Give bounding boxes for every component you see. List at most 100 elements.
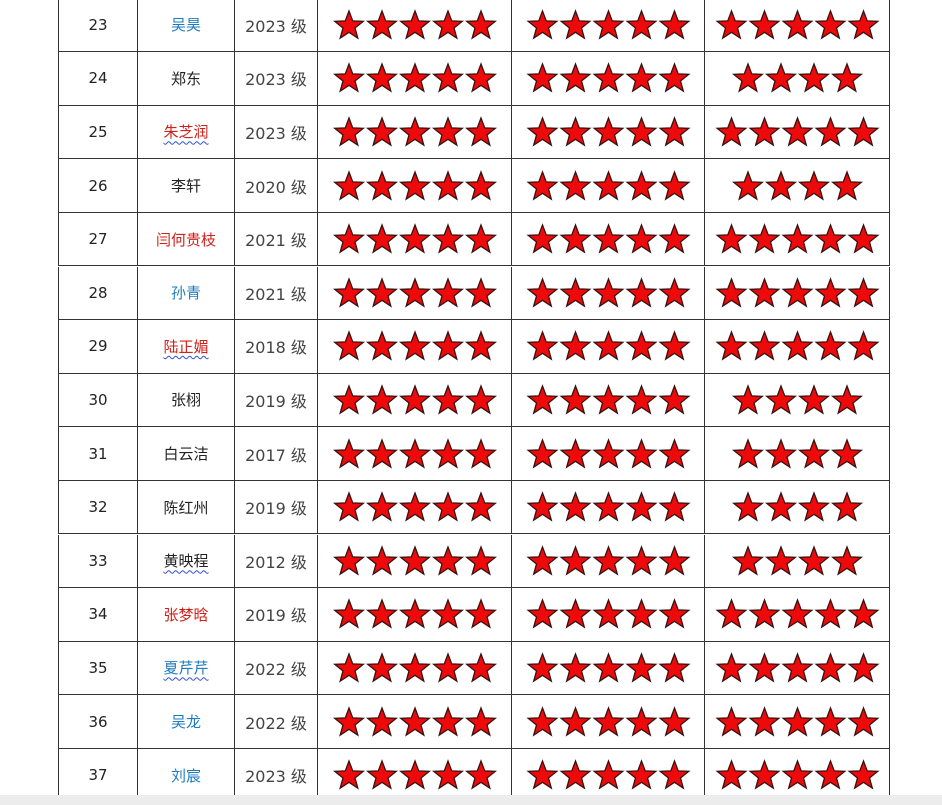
star xyxy=(846,330,880,362)
star xyxy=(558,169,592,201)
star xyxy=(764,437,797,469)
star xyxy=(525,223,559,254)
star xyxy=(797,491,830,522)
star xyxy=(797,62,830,94)
rating-cell xyxy=(705,212,890,267)
rating-cell xyxy=(705,320,890,374)
star xyxy=(365,8,398,40)
star-rating xyxy=(332,62,497,94)
rating-cell xyxy=(705,534,890,589)
star xyxy=(830,437,863,469)
star xyxy=(591,491,625,522)
star xyxy=(365,62,398,94)
star xyxy=(525,116,559,147)
star xyxy=(591,705,625,737)
star-rating xyxy=(731,491,863,522)
star xyxy=(332,437,365,469)
star-rating xyxy=(525,437,691,469)
star xyxy=(398,759,431,790)
grade-text: 2023 级 xyxy=(245,123,307,143)
star xyxy=(764,62,797,94)
student-name: 孙青 xyxy=(170,284,201,303)
rating-cell xyxy=(318,641,512,696)
star xyxy=(764,544,797,576)
star xyxy=(624,8,658,40)
star xyxy=(431,544,464,576)
star xyxy=(780,598,814,630)
star xyxy=(624,223,658,254)
star xyxy=(591,8,625,40)
star xyxy=(747,598,781,630)
star xyxy=(657,491,691,522)
star-rating xyxy=(332,116,497,147)
star-rating xyxy=(714,116,880,147)
star xyxy=(764,169,797,201)
rating-cell xyxy=(705,695,890,749)
star xyxy=(846,276,880,308)
star xyxy=(464,705,497,737)
star-rating xyxy=(714,8,880,40)
star xyxy=(464,276,497,308)
star xyxy=(332,384,365,415)
row-number: 27 xyxy=(58,212,138,267)
star-rating xyxy=(525,491,691,522)
star xyxy=(830,544,863,576)
star-rating xyxy=(525,8,691,40)
star xyxy=(624,384,658,415)
star-rating xyxy=(332,652,497,683)
star-rating xyxy=(332,384,497,415)
rating-cell xyxy=(705,0,890,53)
star xyxy=(431,759,464,790)
star xyxy=(780,276,814,308)
rating-cell xyxy=(512,534,705,589)
rating-cell xyxy=(318,320,512,374)
star xyxy=(731,491,764,522)
star xyxy=(525,652,559,683)
star xyxy=(332,8,365,40)
rating-cell xyxy=(512,641,705,696)
student-name: 闫何贵枝 xyxy=(155,230,216,249)
star xyxy=(365,491,398,522)
grade-text: 2021 级 xyxy=(245,231,307,251)
star xyxy=(657,62,691,94)
star xyxy=(431,491,464,522)
star xyxy=(398,116,431,147)
star xyxy=(591,544,625,576)
star xyxy=(813,276,847,308)
star xyxy=(332,62,365,94)
star xyxy=(714,759,748,790)
star xyxy=(624,544,658,576)
star xyxy=(813,652,847,683)
star xyxy=(558,223,592,254)
rating-cell xyxy=(318,105,512,160)
star-rating xyxy=(332,759,497,790)
grade-cell: 2018 级 xyxy=(235,320,318,374)
row-number: 33 xyxy=(58,534,138,589)
row-number-text: 34 xyxy=(88,605,108,624)
rating-cell xyxy=(705,480,890,535)
star xyxy=(657,437,691,469)
star xyxy=(332,491,365,522)
star xyxy=(365,437,398,469)
rating-cell xyxy=(512,52,705,106)
star xyxy=(731,384,764,415)
star xyxy=(398,384,431,415)
name-cell: 夏芹芹 xyxy=(138,641,235,696)
star xyxy=(558,437,592,469)
star xyxy=(624,330,658,362)
star xyxy=(525,437,559,469)
star xyxy=(558,8,592,40)
grade-text: 2012 级 xyxy=(245,552,307,572)
star xyxy=(624,116,658,147)
grade-cell: 2023 级 xyxy=(235,0,318,53)
star xyxy=(764,384,797,415)
star xyxy=(464,62,497,94)
row-number: 25 xyxy=(58,105,138,160)
star xyxy=(830,62,863,94)
star xyxy=(846,759,880,790)
row-number: 28 xyxy=(58,266,138,321)
grade-text: 2021 级 xyxy=(245,284,307,304)
student-name: 吴龙 xyxy=(170,713,201,732)
rating-cell xyxy=(512,480,705,535)
star xyxy=(624,437,658,469)
